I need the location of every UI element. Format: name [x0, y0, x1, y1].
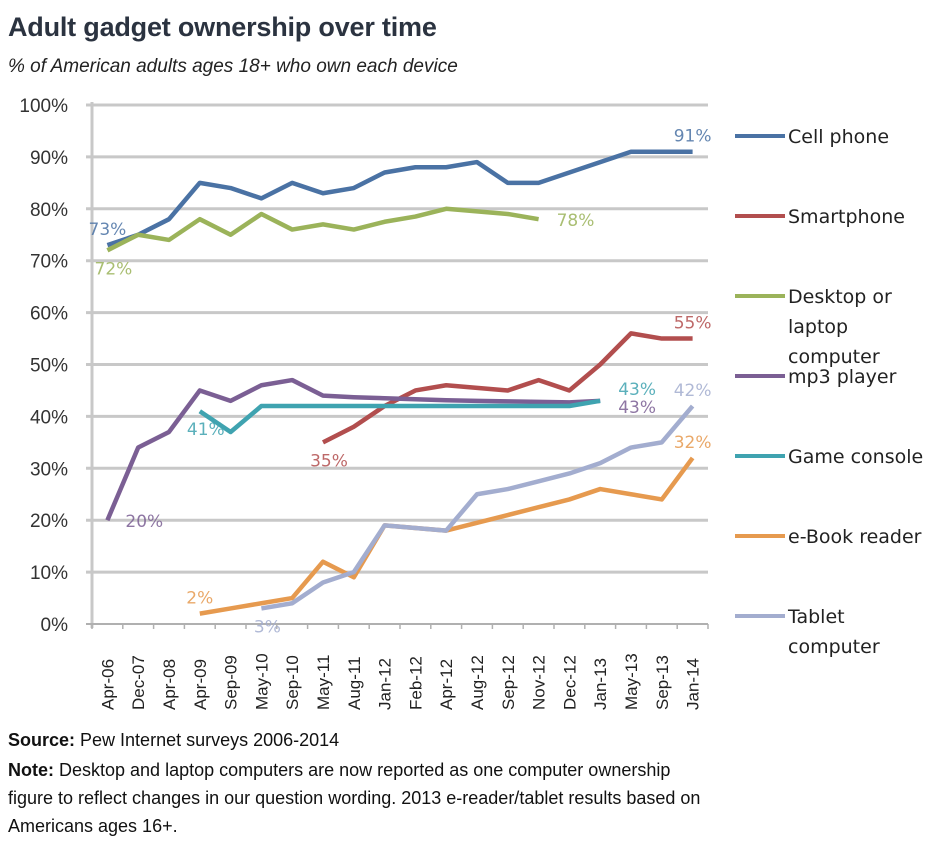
legend: Cell phone Smartphone Desktop or laptop comp…	[735, 126, 923, 658]
x-tick-label: Apr-12	[437, 659, 456, 710]
y-tick-label: 80%	[30, 200, 68, 221]
y-axis: 0% 10% 20% 30% 40% 50% 60% 70% 80% 90% 100%	[19, 96, 94, 636]
x-tick-label: Jan-14	[684, 658, 703, 710]
y-tick-label: 100%	[19, 96, 68, 117]
series-line-desktop-or-laptop-computer	[106, 206, 539, 253]
x-tick-label: Nov-12	[530, 655, 549, 710]
legend-label: Game console	[788, 446, 923, 468]
chart-subtitle: % of American adults ages 18+ who own ea…	[8, 56, 458, 77]
legend-label: Smartphone	[788, 206, 905, 228]
legend-label: Tablet	[787, 606, 845, 628]
data-label: 3%	[254, 617, 281, 637]
note-line-2: figure to reflect changes in our questio…	[8, 788, 701, 808]
y-tick-label: 60%	[30, 304, 68, 325]
x-tick-label: Sep-10	[283, 655, 302, 710]
note-label: Note:	[8, 760, 54, 780]
chart-title: Adult gadget ownership over time	[8, 12, 437, 42]
x-tick-label: Sep-09	[222, 655, 241, 710]
legend-label: e-Book reader	[788, 526, 922, 548]
x-tick-label: Apr-08	[160, 659, 179, 710]
data-labels: 73% 91% 35% 55% 72% 78% 20% 43% 41% 43% 2% 32% 3% 42%	[89, 127, 712, 638]
y-tick-label: 40%	[30, 407, 68, 428]
legend-label: computer	[788, 346, 880, 368]
source-text: Pew Internet surveys 2006-2014	[75, 730, 340, 750]
legend-label: computer	[788, 636, 880, 658]
data-label: 72%	[95, 259, 133, 279]
series-line-tablet-computer	[261, 404, 695, 611]
data-label: 32%	[674, 433, 712, 453]
source-label: Source:	[8, 730, 76, 750]
x-tick-label: May-10	[252, 653, 271, 710]
data-label: 43%	[618, 380, 656, 400]
x-tick-label: Aug-12	[468, 655, 487, 710]
data-label: 55%	[674, 314, 712, 334]
x-tick-label: Aug-11	[345, 656, 364, 710]
x-tick-label: Dec-07	[129, 655, 148, 710]
data-label: 73%	[89, 220, 127, 240]
series-line-e-book-reader	[199, 456, 695, 616]
x-axis: Apr-06 Dec-07 Apr-08 Apr-09 Sep-09 May-10 Sep-…	[86, 623, 709, 710]
x-tick-label: Apr-09	[191, 659, 210, 710]
gridlines	[86, 103, 708, 574]
data-label: 43%	[618, 398, 656, 418]
data-label: 42%	[674, 381, 712, 401]
x-tick-label: May-13	[622, 653, 641, 710]
x-tick-label: Apr-06	[98, 659, 117, 710]
data-label: 91%	[674, 127, 712, 147]
x-tick-label: Sep-12	[499, 655, 518, 710]
data-label: 20%	[125, 512, 163, 532]
y-tick-label: 90%	[30, 148, 68, 169]
y-tick-label: 30%	[30, 459, 68, 480]
note-block: Note: Desktop and laptop computers are n…	[8, 756, 700, 840]
note-line-1: Desktop and laptop computers are now rep…	[54, 760, 671, 780]
legend-label: mp3 player	[788, 366, 897, 388]
series-line-game-console	[198, 398, 601, 435]
y-tick-label: 10%	[30, 563, 68, 584]
x-tick-label: May-11	[314, 655, 333, 710]
legend-label: Desktop or	[788, 286, 892, 308]
series-lines	[105, 149, 695, 616]
y-tick-label: 70%	[30, 252, 68, 273]
series-line-mp3-player	[105, 377, 601, 522]
legend-label: Cell phone	[788, 126, 889, 148]
x-tick-label: Jan-12	[376, 658, 395, 710]
data-label: 78%	[557, 211, 595, 231]
x-tick-label: Jan-13	[591, 658, 610, 710]
series-line-cell-phone	[106, 149, 693, 248]
x-tick-label: Dec-12	[560, 655, 579, 710]
data-label: 2%	[186, 589, 213, 609]
y-tick-label: 0%	[41, 615, 69, 636]
data-label: 35%	[310, 451, 348, 471]
x-tick-label: Feb-12	[406, 656, 425, 710]
line-chart: 0% 10% 20% 30% 40% 50% 60% 70% 80% 90% 100% Apr-06…	[19, 96, 923, 710]
data-label: 41%	[187, 420, 225, 440]
note-line-3: Americans ages 16+.	[8, 816, 178, 836]
source-line: Source: Pew Internet surveys 2006-2014	[8, 726, 339, 754]
legend-label: laptop	[788, 316, 848, 338]
x-tick-label: Sep-13	[653, 655, 672, 710]
y-tick-label: 50%	[30, 356, 68, 377]
y-tick-label: 20%	[30, 511, 68, 532]
